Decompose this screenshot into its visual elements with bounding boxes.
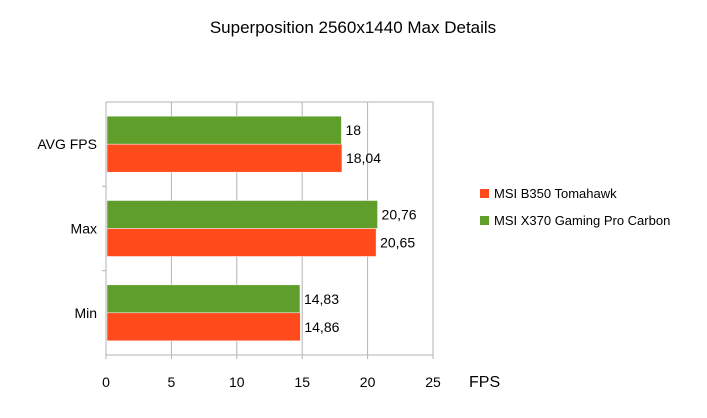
data-label: 20,76	[382, 207, 417, 223]
bar	[106, 115, 342, 145]
data-label: 14,86	[304, 319, 339, 335]
category-label: Min	[74, 305, 97, 321]
data-label: 18,04	[346, 150, 381, 166]
bar	[106, 228, 377, 257]
legend-swatch	[480, 216, 489, 225]
x-tick-labels: 0 5 10 15 20 25	[102, 374, 441, 390]
legend-swatch	[480, 189, 489, 198]
x-tick-label: 10	[229, 374, 245, 390]
x-tick-label: 25	[425, 374, 441, 390]
data-label: 20,65	[380, 235, 415, 251]
x-tick-label: 15	[294, 374, 310, 390]
legend-label: MSI B350 Tomahawk	[494, 186, 617, 201]
x-tick-label: 20	[360, 374, 376, 390]
bar	[106, 143, 343, 173]
x-tick-label: 0	[102, 374, 110, 390]
chart-title: Superposition 2560x1440 Max Details	[210, 18, 496, 37]
category-label: Max	[71, 221, 97, 237]
x-axis-title: FPS	[469, 374, 500, 391]
data-label: 18	[345, 122, 361, 138]
bar	[106, 312, 301, 342]
legend: MSI B350 Tomahawk MSI X370 Gaming Pro Car…	[480, 186, 670, 228]
bar	[106, 200, 378, 229]
data-labels: 18 18,04 20,76 20,65 14,83 14,86	[304, 122, 417, 335]
bars	[106, 115, 378, 342]
legend-label: MSI X370 Gaming Pro Carbon	[494, 213, 670, 228]
bar	[106, 284, 301, 314]
category-labels: AVG FPS Max Min	[37, 136, 97, 321]
category-label: AVG FPS	[37, 136, 97, 152]
data-label: 14,83	[304, 291, 339, 307]
x-tick-label: 5	[168, 374, 176, 390]
